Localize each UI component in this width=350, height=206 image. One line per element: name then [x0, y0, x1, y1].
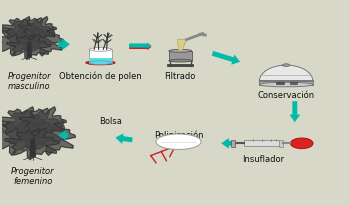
Ellipse shape: [282, 64, 290, 67]
Polygon shape: [0, 109, 64, 150]
Polygon shape: [259, 66, 313, 82]
Ellipse shape: [169, 50, 192, 53]
Bar: [89, 50, 112, 63]
Polygon shape: [1, 18, 39, 43]
Text: Progenitor
femenino: Progenitor femenino: [11, 166, 55, 185]
Polygon shape: [23, 28, 64, 57]
Polygon shape: [30, 140, 35, 157]
Bar: [289, 83, 296, 85]
Bar: [279, 140, 283, 147]
Ellipse shape: [290, 138, 313, 149]
Text: Progenitor
masculino: Progenitor masculino: [7, 71, 51, 91]
Text: Polinización: Polinización: [154, 130, 203, 139]
Ellipse shape: [89, 48, 112, 52]
Polygon shape: [25, 120, 75, 156]
Ellipse shape: [86, 61, 115, 66]
Text: Conservación: Conservación: [258, 91, 315, 100]
Text: Bolsa: Bolsa: [99, 116, 122, 125]
Bar: [245, 141, 279, 146]
Bar: [89, 58, 112, 63]
Polygon shape: [27, 44, 32, 57]
Polygon shape: [177, 40, 187, 52]
Bar: [231, 140, 235, 147]
Polygon shape: [156, 134, 201, 150]
Polygon shape: [2, 19, 55, 52]
Polygon shape: [5, 129, 59, 160]
Bar: [276, 82, 285, 85]
Bar: [169, 52, 192, 61]
Ellipse shape: [259, 79, 313, 84]
Bar: [259, 81, 313, 85]
Text: Filtrado: Filtrado: [164, 71, 196, 81]
Ellipse shape: [169, 60, 192, 63]
Text: Obtención de polen: Obtención de polen: [59, 71, 142, 81]
Polygon shape: [0, 120, 39, 156]
Polygon shape: [19, 107, 66, 138]
Bar: [167, 64, 194, 66]
Ellipse shape: [259, 83, 313, 87]
Polygon shape: [19, 18, 56, 43]
Polygon shape: [0, 28, 34, 57]
Ellipse shape: [89, 62, 112, 65]
Polygon shape: [7, 35, 50, 60]
Polygon shape: [0, 107, 44, 138]
Text: Insuflador: Insuflador: [243, 154, 285, 163]
